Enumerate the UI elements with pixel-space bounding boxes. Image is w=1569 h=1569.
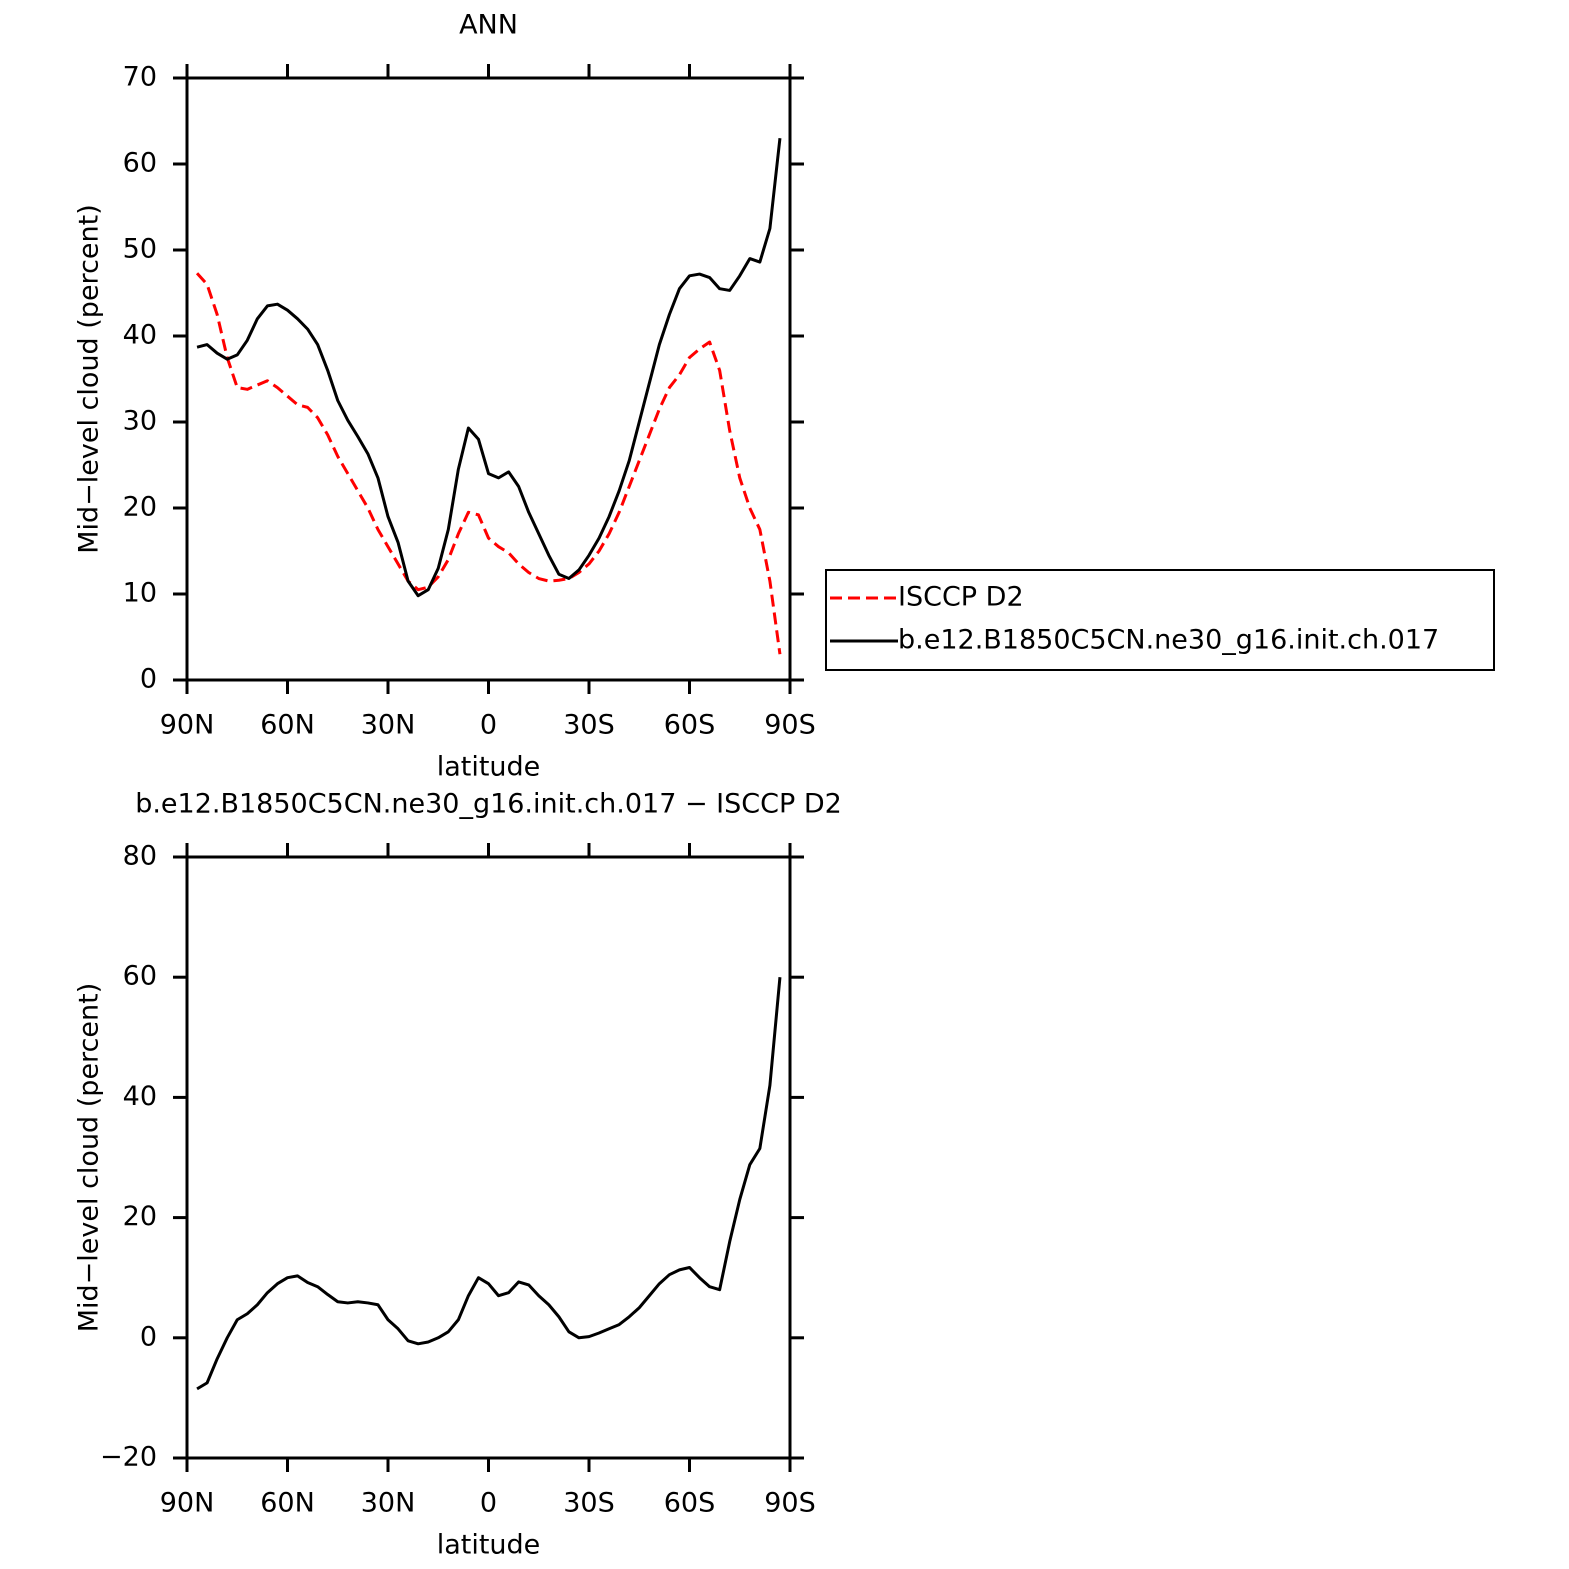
- y-axis-label: Mid−level cloud (percent): [74, 983, 105, 1333]
- y-tick-label: 10: [123, 578, 157, 609]
- x-tick-label: 30N: [361, 1488, 416, 1519]
- y-tick-label: 80: [123, 841, 157, 872]
- data-line: [196, 138, 782, 598]
- y-tick-label: 30: [123, 406, 157, 437]
- x-tick-label: 0: [480, 1488, 497, 1519]
- y-tick-label: 0: [140, 1321, 157, 1352]
- y-tick-label: 20: [123, 1201, 157, 1232]
- chart-title: ANN: [459, 10, 518, 41]
- y-tick-label: −20: [100, 1442, 157, 1473]
- y-tick-label: 40: [123, 1081, 157, 1112]
- chart-title: b.e12.B1850C5CN.ne30_g16.init.ch.017 − I…: [135, 789, 842, 820]
- y-tick-label: 20: [123, 492, 157, 523]
- y-tick-label: 60: [123, 961, 157, 992]
- data-line: [195, 272, 782, 655]
- legend-box: [825, 569, 1495, 671]
- legend-label: b.e12.B1850C5CN.ne30_g16.init.ch.017: [898, 625, 1439, 656]
- x-tick-label: 90S: [764, 710, 816, 741]
- y-axis-label: Mid−level cloud (percent): [74, 204, 105, 554]
- x-tick-label: 60S: [664, 710, 716, 741]
- x-axis-label: latitude: [437, 752, 541, 783]
- x-axis-label: latitude: [437, 1530, 541, 1561]
- x-tick-label: 30S: [563, 1488, 615, 1519]
- y-tick-label: 60: [123, 148, 157, 179]
- x-tick-label: 30S: [563, 710, 615, 741]
- x-tick-label: 90N: [160, 710, 215, 741]
- y-tick-label: 0: [140, 664, 157, 695]
- plot-frame: [185, 855, 792, 1460]
- x-tick-label: 60N: [260, 710, 315, 741]
- legend-label: ISCCP D2: [898, 582, 1024, 613]
- x-tick-label: 0: [480, 710, 497, 741]
- y-tick-label: 50: [123, 234, 157, 265]
- x-tick-label: 30N: [361, 710, 416, 741]
- plot-frame: [185, 76, 792, 682]
- x-tick-label: 90S: [764, 1488, 816, 1519]
- y-tick-label: 70: [123, 62, 157, 93]
- y-tick-label: 40: [123, 320, 157, 351]
- x-tick-label: 90N: [160, 1488, 215, 1519]
- data-line: [196, 977, 782, 1391]
- x-tick-label: 60S: [664, 1488, 716, 1519]
- x-tick-label: 60N: [260, 1488, 315, 1519]
